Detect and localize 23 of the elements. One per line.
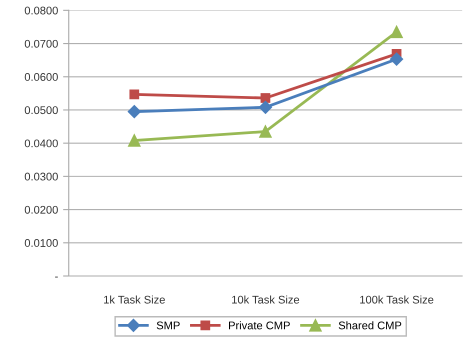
point [129,90,140,100]
x-tick-label: 10k Task Size [232,295,300,304]
point [259,125,272,138]
point [390,26,403,38]
legend-label: SMP [156,321,180,330]
point [258,100,272,114]
y-tick-label: 0.0600 [24,73,58,81]
point [390,52,404,66]
y-tick-label: 0.0800 [24,6,58,14]
y-tick-label: - [55,276,58,278]
legend-label: Private CMP [229,321,290,330]
y-tick-label: 0.0700 [24,40,58,48]
y-tick-label: 0.0400 [24,139,58,148]
y-tick-label: 0.0100 [24,239,58,247]
y-tick-label: 0.0500 [24,106,58,114]
point [128,105,141,118]
point [260,93,270,103]
x-tick-label: 100k Task Size [360,295,434,304]
x-tick-label: 1k Task Size [104,295,165,304]
legend-label: Shared CMP [338,321,402,330]
point [128,134,141,147]
y-tick-label: 0.0200 [24,206,58,214]
y-tick-label: 0.0300 [24,172,58,181]
